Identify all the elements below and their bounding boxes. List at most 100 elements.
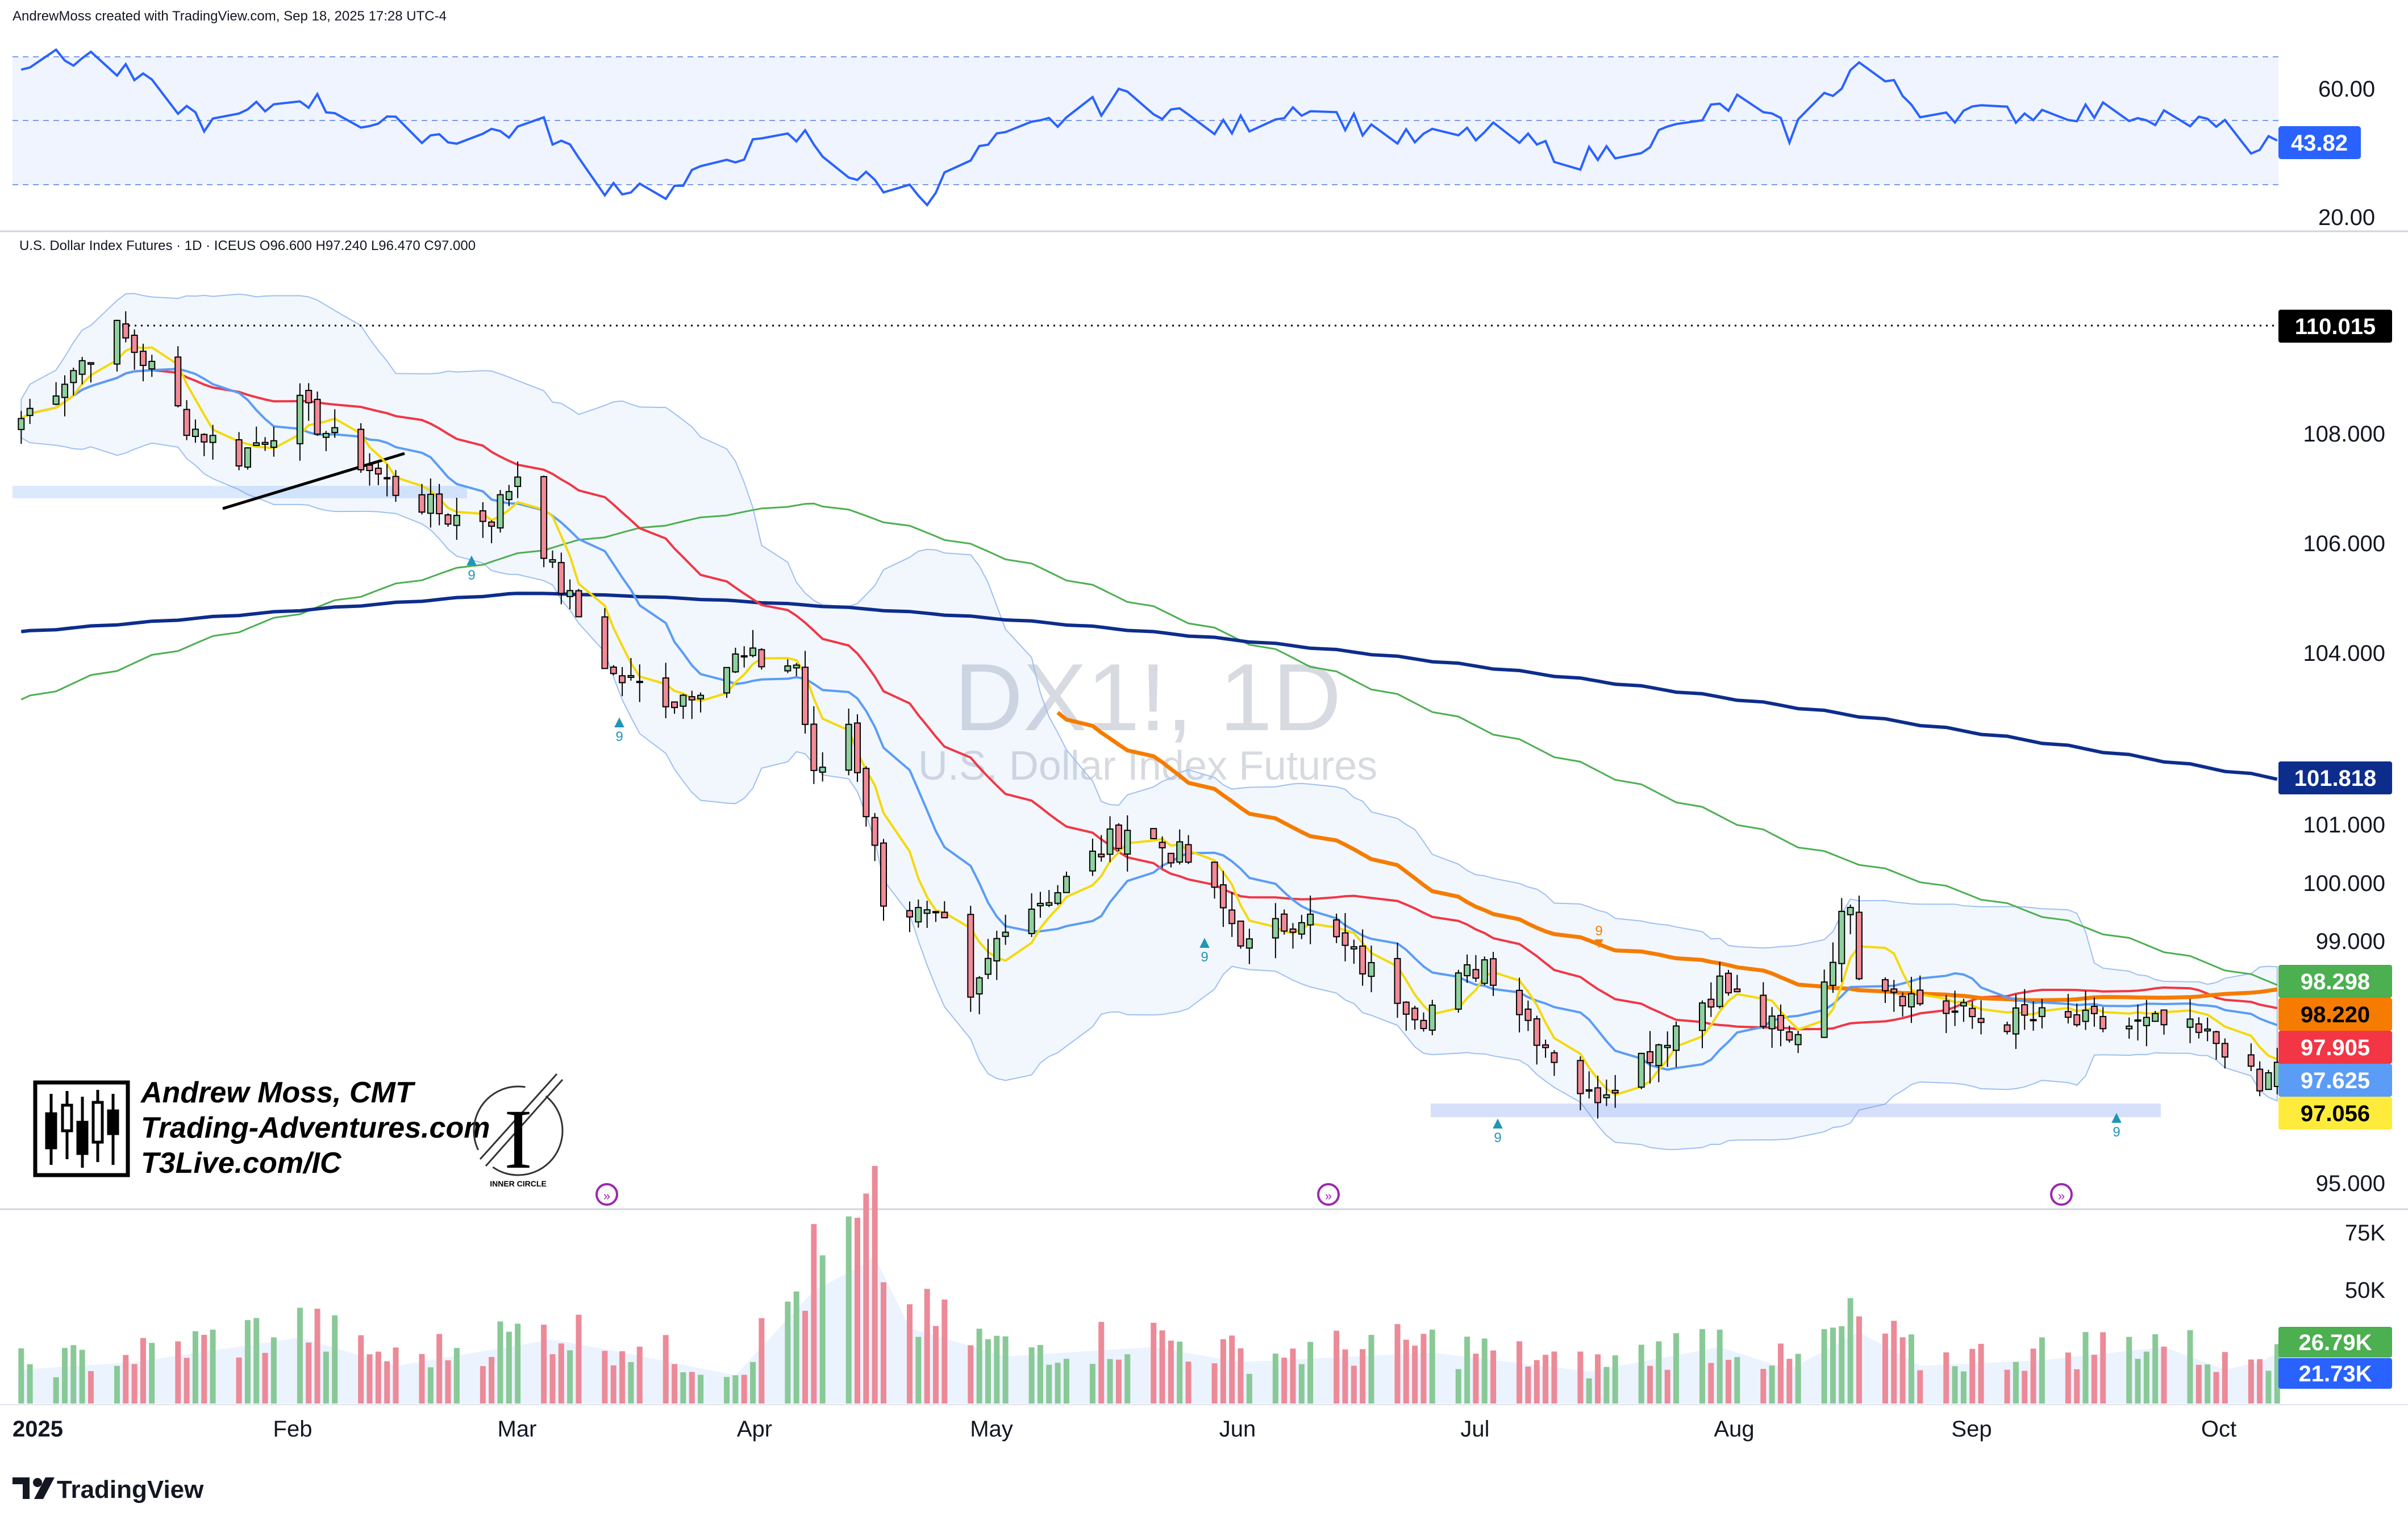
volume-bar xyxy=(1089,1364,1095,1404)
candle xyxy=(2265,1072,2272,1090)
volume-bar xyxy=(314,1309,320,1404)
volume-bars xyxy=(18,1165,2280,1404)
ma-orange-line xyxy=(1056,711,2278,1002)
candle xyxy=(1281,913,1288,932)
candle xyxy=(976,977,983,995)
tradingview-logo[interactable]: TradingView xyxy=(13,1476,204,1504)
volume-bar xyxy=(323,1351,329,1404)
time-axis[interactable]: 2025 Feb Mar Apr May Jun Jul Aug Sep Oct xyxy=(0,1404,2408,1442)
volume-bar xyxy=(419,1354,425,1404)
volume-bar xyxy=(1360,1349,1366,1404)
volume-bar xyxy=(1342,1349,1348,1404)
svg-text:97.056: 97.056 xyxy=(2301,1101,2370,1126)
volume-bar xyxy=(1412,1346,1418,1404)
volume-bar xyxy=(1002,1336,1009,1404)
volume-bar xyxy=(1543,1355,1549,1404)
price-tick: 108.000 xyxy=(2303,422,2385,447)
volume-bar xyxy=(819,1255,826,1404)
volume-label-current: 26.79K xyxy=(2278,1327,2392,1358)
candle xyxy=(880,842,887,907)
candle xyxy=(331,427,339,434)
candle xyxy=(1533,1018,1540,1046)
candle xyxy=(1185,844,1192,863)
volume-bar xyxy=(2213,1372,2219,1404)
candle xyxy=(1777,1015,1784,1031)
candle xyxy=(2064,1011,2072,1018)
candle xyxy=(1716,975,1723,1007)
candle xyxy=(1411,1007,1419,1021)
candle xyxy=(1943,1000,1950,1014)
volume-bar xyxy=(1664,1369,1670,1404)
volume-bar xyxy=(663,1335,669,1404)
brand-website: Trading-Adventures.com xyxy=(141,1111,490,1144)
candle xyxy=(932,911,939,914)
volume-bar xyxy=(941,1299,948,1404)
volume-bar xyxy=(1490,1350,1497,1404)
volume-bar xyxy=(1786,1359,1793,1404)
volume-bar xyxy=(1891,1321,1897,1404)
candle xyxy=(366,464,373,472)
candle xyxy=(1647,1051,1654,1064)
watermark-description: U.S. Dollar Index Futures xyxy=(918,743,1377,789)
candle xyxy=(1899,996,1906,1007)
candle xyxy=(566,590,574,597)
candle xyxy=(18,418,25,430)
candle xyxy=(418,494,426,513)
volume-bar xyxy=(1159,1330,1165,1404)
volume-bar xyxy=(558,1343,564,1404)
volume-bar xyxy=(375,1351,381,1404)
candle xyxy=(906,910,913,918)
volume-bar xyxy=(358,1335,364,1404)
candle xyxy=(662,677,669,707)
candle xyxy=(1977,1018,1985,1023)
candle xyxy=(1350,946,1357,950)
volume-bar xyxy=(855,1218,861,1404)
price-tick: 100.000 xyxy=(2303,871,2385,896)
volume-bar xyxy=(262,1352,268,1404)
tradingview-logo-icon xyxy=(13,1477,30,1499)
candle xyxy=(357,428,365,470)
candle xyxy=(1219,884,1227,909)
volume-bar xyxy=(2152,1334,2159,1404)
price-pane[interactable]: U.S. Dollar Index Futures · 1D · ICEUS O… xyxy=(13,238,2392,1206)
volume-bar xyxy=(1908,1334,1914,1404)
setup-label-sell: 9 xyxy=(1595,923,1602,939)
candle xyxy=(1673,1025,1680,1051)
event-icon[interactable] xyxy=(2050,1183,2073,1206)
candle xyxy=(2099,1015,2107,1030)
support-zone-jul xyxy=(1431,1104,2161,1117)
volume-bar xyxy=(1429,1329,1435,1404)
rsi-pane[interactable]: 60.00 20.00 43.82 xyxy=(13,48,2375,231)
volume-bar xyxy=(2126,1336,2132,1404)
bollinger-band xyxy=(20,293,2278,1150)
candle xyxy=(540,476,548,559)
time-label: Jul xyxy=(1460,1417,1489,1442)
support-zone-jan xyxy=(13,486,467,498)
volume-bar xyxy=(915,1336,922,1404)
candle xyxy=(1881,979,1889,992)
volume-bar xyxy=(210,1329,216,1404)
event-arrow-icon: » xyxy=(1325,1189,1332,1203)
volume-bar xyxy=(2274,1344,2280,1404)
event-icons[interactable]: » » » xyxy=(595,1183,2073,1206)
candle xyxy=(61,384,68,398)
candle xyxy=(1577,1060,1584,1094)
time-label: Oct xyxy=(2201,1417,2236,1442)
event-icon[interactable] xyxy=(1317,1183,1340,1206)
event-arrow-icon: » xyxy=(2058,1189,2065,1203)
volume-bar xyxy=(140,1338,146,1404)
setup-markers: ▲ 9 ▲ 9 ▲ 9 ▲ 9 ▲ 9 9 ▼ xyxy=(463,551,2125,1146)
volume-bar xyxy=(244,1320,251,1404)
candle xyxy=(1664,1044,1671,1048)
setup-arrow: ▲ xyxy=(463,551,480,569)
event-icon[interactable] xyxy=(595,1183,618,1206)
candle xyxy=(1542,1044,1549,1048)
candle xyxy=(2204,1029,2211,1032)
svg-text:26.79K: 26.79K xyxy=(2299,1330,2372,1355)
candle xyxy=(1734,988,1741,993)
volume-pane[interactable]: 75K 50K 26.79K 21.73K xyxy=(18,1165,2392,1404)
volume-bar xyxy=(1577,1351,1584,1404)
volume-bar xyxy=(2065,1352,2071,1404)
candle xyxy=(1820,981,1828,1038)
